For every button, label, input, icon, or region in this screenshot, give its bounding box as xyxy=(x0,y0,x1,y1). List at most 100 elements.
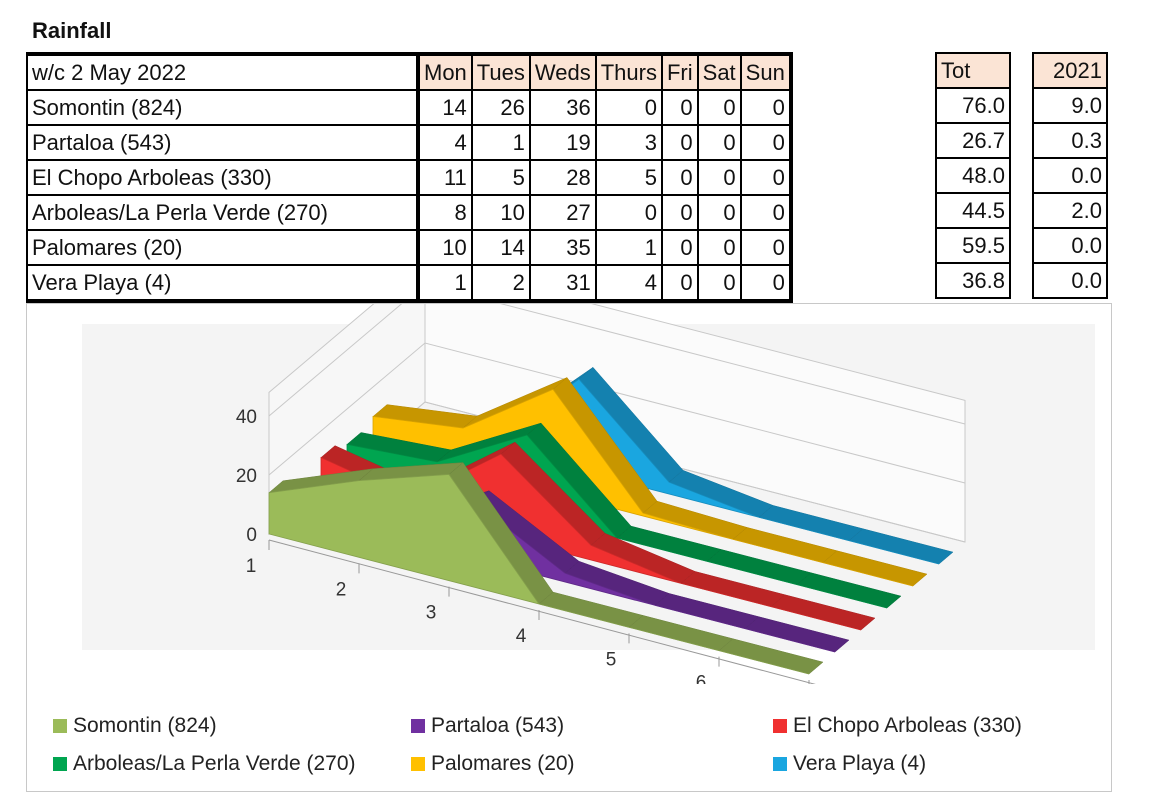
total-table: Tot 76.0 26.7 48.0 44.5 59.5 36.8 xyxy=(935,52,1011,299)
total-cell: 76.0 xyxy=(935,87,1011,124)
legend-swatch xyxy=(53,757,67,771)
x-tick-label: 2 xyxy=(336,579,347,600)
rainfall-cell: 14 xyxy=(417,89,473,126)
y-tick-label: 0 xyxy=(246,525,257,546)
rainfall-cell: 0 xyxy=(594,89,663,126)
gridline xyxy=(268,304,966,425)
chart-area: 020401234567 Somontin (824)Partaloa (543… xyxy=(26,303,1112,792)
rainfall-cell: 0 xyxy=(739,89,793,126)
x-tick-label: 3 xyxy=(426,603,437,624)
header-fri: Fri xyxy=(660,52,699,91)
rainfall-cell: 1 xyxy=(470,124,531,161)
rainfall-cell: 10 xyxy=(470,194,531,231)
table-row: El Chopo Arboleas (330) 11 5 28 5 0 0 0 xyxy=(26,159,793,196)
rainfall-cell: 1 xyxy=(417,264,473,303)
header-tues: Tues xyxy=(470,52,531,91)
rainfall-cell: 2 xyxy=(470,264,531,303)
rainfall-cell: 4 xyxy=(417,124,473,161)
legend-item: Arboleas/La Perla Verde (270) xyxy=(53,752,356,776)
legend-label: El Chopo Arboleas (330) xyxy=(793,714,1022,737)
previous-year-table: 2021 9.0 0.3 0.0 2.0 0.0 0.0 xyxy=(1032,52,1108,299)
legend-swatch xyxy=(411,757,425,771)
legend-item: Vera Playa (4) xyxy=(773,752,926,776)
rainfall-cell: 31 xyxy=(528,264,597,303)
rainfall-cell: 3 xyxy=(594,124,663,161)
rainfall-cell: 35 xyxy=(528,229,597,266)
header-mon: Mon xyxy=(417,52,473,91)
previous-year-cell: 0.0 xyxy=(1032,227,1108,264)
rainfall-cell: 0 xyxy=(660,264,699,303)
station-name: Vera Playa (4) xyxy=(26,264,420,303)
legend-swatch xyxy=(773,757,787,771)
rainfall-table: w/c 2 May 2022 Mon Tues Weds Thurs Fri S… xyxy=(26,52,793,303)
rainfall-cell: 0 xyxy=(739,159,793,196)
total-cell: 44.5 xyxy=(935,192,1011,229)
rainfall-cell: 0 xyxy=(739,264,793,303)
header-sat: Sat xyxy=(696,52,742,91)
header-weds: Weds xyxy=(528,52,597,91)
rainfall-cell: 0 xyxy=(696,194,742,231)
rainfall-cell: 11 xyxy=(417,159,473,196)
total-cell: 59.5 xyxy=(935,227,1011,264)
legend-item: El Chopo Arboleas (330) xyxy=(773,714,1022,738)
legend-label: Somontin (824) xyxy=(73,714,217,737)
table-row: Palomares (20) 10 14 35 1 0 0 0 xyxy=(26,229,793,266)
rainfall-cell: 5 xyxy=(470,159,531,196)
rainfall-cell: 0 xyxy=(696,124,742,161)
legend-item: Somontin (824) xyxy=(53,714,217,738)
rainfall-cell: 1 xyxy=(594,229,663,266)
y-tick-label: 20 xyxy=(236,466,257,487)
previous-year-cell: 2.0 xyxy=(1032,192,1108,229)
table-row: Partaloa (543) 4 1 19 3 0 0 0 xyxy=(26,124,793,161)
header-sun: Sun xyxy=(739,52,793,91)
rainfall-cell: 0 xyxy=(660,194,699,231)
station-name: Arboleas/La Perla Verde (270) xyxy=(26,194,420,231)
x-axis-line xyxy=(268,539,816,684)
rainfall-cell: 0 xyxy=(739,124,793,161)
rainfall-cell: 0 xyxy=(660,124,699,161)
table-row: Vera Playa (4) 1 2 31 4 0 0 0 xyxy=(26,264,793,303)
x-tick-label: 4 xyxy=(516,626,527,647)
legend-item: Palomares (20) xyxy=(411,752,575,776)
x-tick-label: 6 xyxy=(696,673,707,684)
y-tick-label: 40 xyxy=(236,407,257,428)
previous-year-cell: 9.0 xyxy=(1032,87,1108,124)
rainfall-cell: 36 xyxy=(528,89,597,126)
rainfall-cell: 0 xyxy=(696,229,742,266)
rainfall-cell: 0 xyxy=(696,89,742,126)
previous-year-cell: 0.0 xyxy=(1032,157,1108,194)
rainfall-cell: 19 xyxy=(528,124,597,161)
x-tick-label: 1 xyxy=(246,556,257,577)
rainfall-cell: 5 xyxy=(594,159,663,196)
rainfall-cell: 14 xyxy=(470,229,531,266)
legend-item: Partaloa (543) xyxy=(411,714,564,738)
total-cell: 48.0 xyxy=(935,157,1011,194)
station-name: Palomares (20) xyxy=(26,229,420,266)
previous-year-cell: 0.0 xyxy=(1032,262,1108,299)
rainfall-cell: 28 xyxy=(528,159,597,196)
area-series-face xyxy=(268,474,810,675)
previous-year-cell: 0.3 xyxy=(1032,122,1108,159)
rainfall-cell: 0 xyxy=(739,229,793,266)
rainfall-cell: 26 xyxy=(470,89,531,126)
rainfall-cell: 27 xyxy=(528,194,597,231)
header-2021: 2021 xyxy=(1032,52,1108,89)
table-row: Arboleas/La Perla Verde (270) 8 10 27 0 0 0 0 xyxy=(26,194,793,231)
header-thurs: Thurs xyxy=(594,52,663,91)
legend-swatch xyxy=(411,719,425,733)
legend-label: Partaloa (543) xyxy=(431,714,565,737)
legend-label: Arboleas/La Perla Verde (270) xyxy=(73,752,356,775)
table-header-row: w/c 2 May 2022 Mon Tues Weds Thurs Fri S… xyxy=(26,52,793,91)
page-title: Rainfall xyxy=(32,18,112,43)
total-cell: 26.7 xyxy=(935,122,1011,159)
rainfall-cell: 0 xyxy=(660,89,699,126)
table-row: Somontin (824) 14 26 36 0 0 0 0 xyxy=(26,89,793,126)
x-tick-label: 5 xyxy=(606,649,617,670)
station-name: El Chopo Arboleas (330) xyxy=(26,159,420,196)
rainfall-cell: 10 xyxy=(417,229,473,266)
week-label: w/c 2 May 2022 xyxy=(26,52,420,91)
rainfall-cell: 8 xyxy=(417,194,473,231)
rainfall-cell: 4 xyxy=(594,264,663,303)
total-cell: 36.8 xyxy=(935,262,1011,299)
legend-label: Palomares (20) xyxy=(431,752,575,775)
